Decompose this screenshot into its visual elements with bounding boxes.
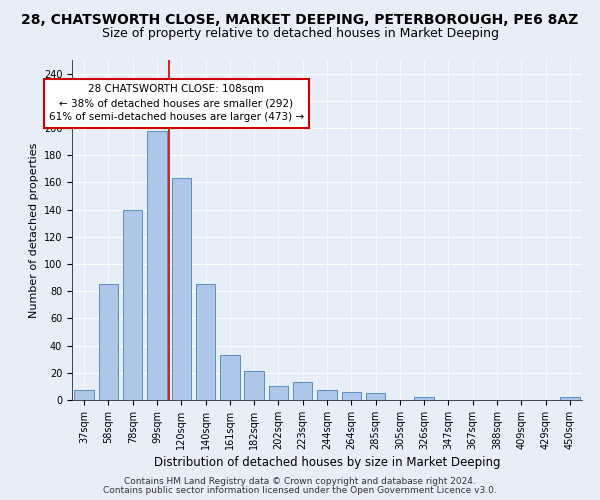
Text: 28, CHATSWORTH CLOSE, MARKET DEEPING, PETERBOROUGH, PE6 8AZ: 28, CHATSWORTH CLOSE, MARKET DEEPING, PE…	[22, 12, 578, 26]
Text: Contains public sector information licensed under the Open Government Licence v3: Contains public sector information licen…	[103, 486, 497, 495]
Bar	[244, 372, 264, 400]
Bar	[269, 386, 288, 400]
Bar	[123, 210, 142, 400]
Text: 28 CHATSWORTH CLOSE: 108sqm
← 38% of detached houses are smaller (292)
61% of se: 28 CHATSWORTH CLOSE: 108sqm ← 38% of det…	[49, 84, 304, 122]
X-axis label: Distribution of detached houses by size in Market Deeping: Distribution of detached houses by size …	[154, 456, 500, 469]
Bar	[74, 390, 94, 400]
Bar	[172, 178, 191, 400]
Bar	[293, 382, 313, 400]
Bar	[366, 393, 385, 400]
Bar	[147, 130, 167, 400]
Text: Size of property relative to detached houses in Market Deeping: Size of property relative to detached ho…	[101, 28, 499, 40]
Bar	[220, 355, 239, 400]
Bar	[196, 284, 215, 400]
Bar	[317, 390, 337, 400]
Bar	[99, 284, 118, 400]
Bar	[341, 392, 361, 400]
Bar	[560, 398, 580, 400]
Bar	[415, 398, 434, 400]
Text: Contains HM Land Registry data © Crown copyright and database right 2024.: Contains HM Land Registry data © Crown c…	[124, 477, 476, 486]
Y-axis label: Number of detached properties: Number of detached properties	[29, 142, 40, 318]
